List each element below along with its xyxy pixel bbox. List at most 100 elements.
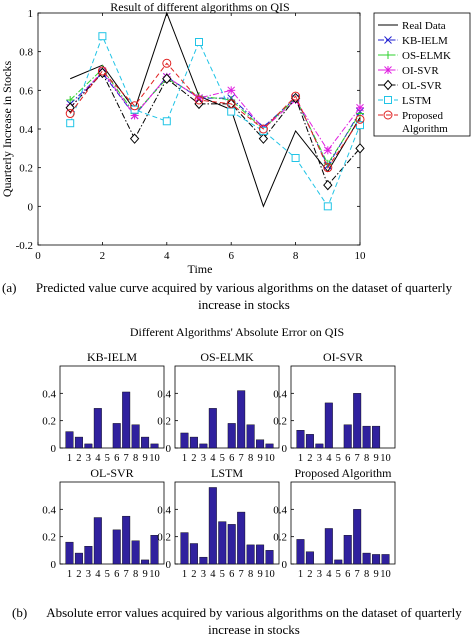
series-line-0 — [70, 11, 361, 208]
bar-4-2 — [199, 556, 208, 565]
bar-2-0 — [296, 430, 305, 449]
series-4-point — [290, 92, 301, 104]
y-tick-label: 0.4 — [19, 124, 33, 136]
panel-y-tick-label: 0 — [166, 443, 172, 455]
series-3-point — [227, 86, 236, 95]
panel-frame-2 — [290, 365, 396, 449]
panel-y-tick-label: 0.2 — [42, 532, 56, 544]
bar-5-7 — [362, 552, 371, 565]
panel-x-tick-label: 10 — [264, 453, 275, 464]
panel-x-tick-label: 10 — [264, 569, 275, 580]
panel-y-tick-label: 0 — [51, 559, 57, 571]
bar-3-3 — [93, 517, 102, 565]
panel-x-tick-label: 6 — [229, 453, 234, 464]
panel-x-tick-label: 8 — [133, 453, 138, 464]
bar-3-8 — [141, 559, 150, 565]
bar-1-5 — [227, 423, 236, 449]
bar-4-0 — [180, 532, 189, 565]
bar-5-9 — [381, 554, 390, 565]
bar-3-7 — [131, 540, 140, 565]
y-tick-label: 0 — [28, 201, 34, 213]
panel-y-tick-label: 0.2 — [157, 532, 171, 544]
panel-x-tick-label: 1 — [298, 569, 303, 580]
x-tick-label: 4 — [164, 250, 170, 262]
bar-3-6 — [122, 515, 131, 565]
bar-0-3 — [93, 408, 102, 449]
series-3-point — [356, 103, 364, 112]
bar-4-9 — [265, 550, 274, 565]
legend-entry-0: Real Data — [378, 20, 446, 32]
series-5-point — [66, 119, 75, 128]
series-4-point — [129, 133, 140, 144]
panel-x-tick-label: 10 — [149, 569, 160, 580]
bar-0-8 — [141, 436, 150, 449]
bar-1-6 — [237, 390, 246, 449]
panel-x-tick-label: 4 — [210, 569, 216, 580]
series-4-point — [258, 133, 269, 144]
series-3-point — [323, 146, 332, 155]
panel-x-tick-label: 8 — [248, 569, 253, 580]
line-plot-frame — [37, 12, 361, 246]
legend-entry-5: LSTM — [378, 95, 432, 107]
series-line-3 — [69, 70, 361, 152]
bar-3-5 — [112, 529, 121, 565]
bar-0-9 — [150, 443, 159, 449]
legend-label: Proposed — [402, 110, 443, 122]
panel-x-tick-label: 4 — [210, 453, 216, 464]
legend-marker — [384, 36, 392, 44]
legend-label: Algorithm — [402, 123, 448, 135]
series-6-point — [323, 163, 333, 173]
bar-0-2 — [84, 443, 93, 449]
panel-y-tick-label: 0.2 — [273, 416, 287, 428]
x-tick-label: 2 — [100, 250, 106, 262]
bar-4-5 — [227, 524, 236, 565]
series-6-point — [162, 58, 172, 68]
panel-frame-3 — [59, 481, 165, 565]
legend-label: OL-SVR — [402, 80, 442, 92]
bar-1-7 — [246, 424, 255, 449]
x-tick-label: 8 — [293, 250, 299, 262]
panel-x-tick-label: 2 — [76, 569, 81, 580]
panel-x-tick-label: 8 — [364, 569, 369, 580]
panel-x-tick-label: 1 — [298, 453, 303, 464]
panel-x-tick-label: 4 — [326, 453, 332, 464]
bar-2-6 — [353, 393, 362, 449]
panel-x-tick-label: 5 — [105, 569, 110, 580]
bar-3-1 — [74, 552, 83, 565]
bar-4-1 — [189, 543, 198, 565]
legend-label: KB-IELM — [402, 35, 448, 47]
bar-3-0 — [65, 541, 74, 565]
panel-frame-1 — [174, 365, 280, 449]
panel-frame-5 — [290, 481, 396, 565]
panel-y-tick-label: 0.4 — [157, 504, 171, 516]
series-line-2 — [69, 68, 361, 165]
panel-y-tick-label: 0 — [282, 559, 288, 571]
bar-0-5 — [112, 423, 121, 449]
panel-x-tick-label: 8 — [133, 569, 138, 580]
panel-y-tick-label: 0.4 — [273, 388, 287, 400]
legend-entry-3: OI-SVR — [378, 65, 439, 77]
panel-x-tick-label: 3 — [201, 569, 206, 580]
panel-title-2: OI-SVR — [323, 350, 363, 364]
panel-y-tick-label: 0 — [282, 443, 288, 455]
panel-x-tick-label: 3 — [201, 453, 206, 464]
series-line-5 — [69, 34, 361, 208]
series-5-point — [323, 202, 332, 211]
bar-5-1 — [305, 551, 314, 565]
caption-b-tag: (b) — [12, 605, 28, 620]
panel-x-tick-label: 2 — [191, 569, 196, 580]
series-4-point — [97, 67, 108, 79]
bar-2-7 — [362, 425, 371, 449]
panel-x-tick-label: 10 — [380, 453, 391, 464]
panel-y-tick-label: 0 — [166, 559, 172, 571]
legend-label: LSTM — [402, 95, 432, 107]
bar-4-7 — [246, 544, 255, 565]
panel-x-tick-label: 2 — [76, 453, 81, 464]
legend-label: OS-ELMK — [402, 50, 451, 62]
bar-1-2 — [199, 443, 208, 449]
x-tick-label: 10 — [355, 250, 367, 262]
marker-stroke — [384, 36, 392, 44]
legend-entry-1: KB-IELM — [378, 35, 448, 47]
